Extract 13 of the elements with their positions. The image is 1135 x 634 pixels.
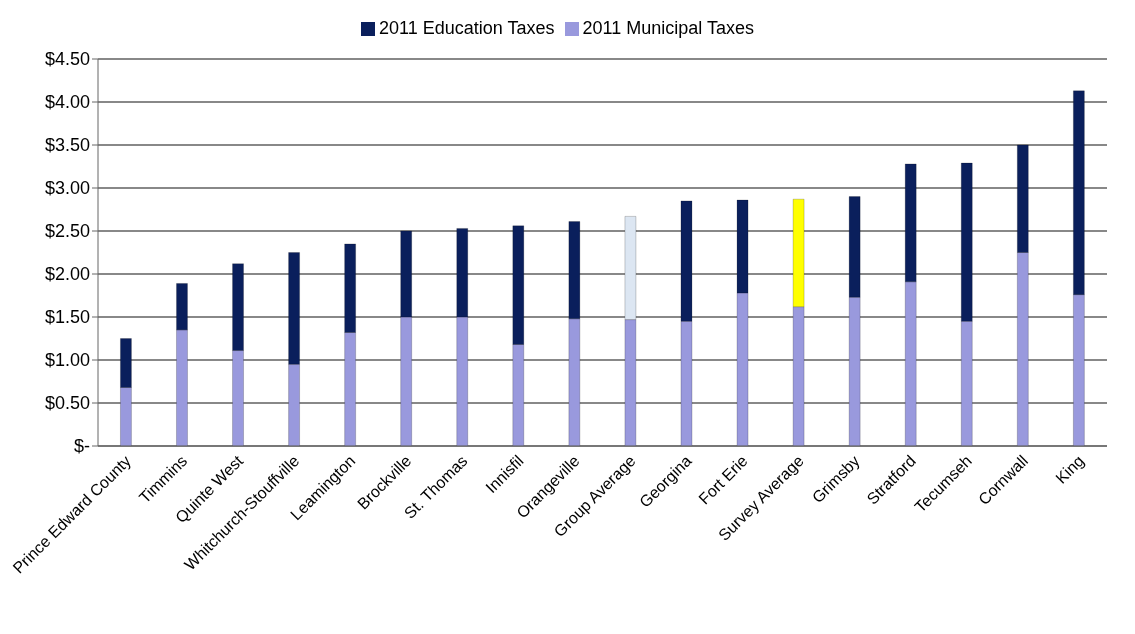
legend-label: 2011 Education Taxes [379, 18, 555, 38]
y-tick-label: $1.50 [44, 307, 90, 328]
y-tick-label: $3.50 [44, 135, 90, 156]
y-tick-label: $4.50 [44, 49, 90, 70]
y-tick-label: $2.00 [44, 264, 90, 285]
legend-label: 2011 Municipal Taxes [582, 18, 754, 38]
y-tick-label: $2.50 [44, 221, 90, 242]
y-tick-label: $0.50 [44, 393, 90, 414]
y-tick-label: $- [73, 436, 90, 457]
y-tick-label: $1.00 [44, 350, 90, 371]
x-tick-label: King [1052, 452, 1088, 487]
y-tick-label: $4.00 [44, 92, 90, 113]
y-tick-label: $3.00 [44, 178, 90, 199]
